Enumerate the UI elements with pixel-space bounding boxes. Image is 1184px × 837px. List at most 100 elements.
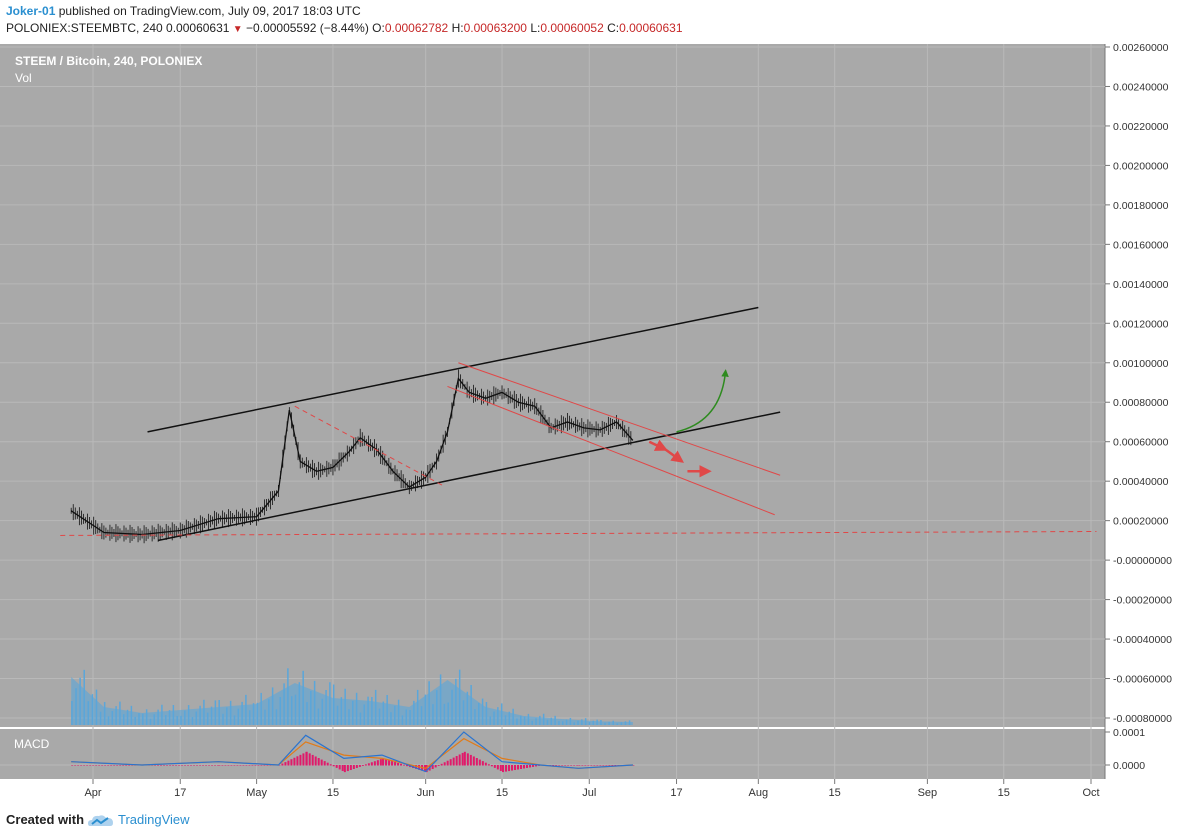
pane-title: STEEM / Bitcoin, 240, POLONIEX [15,54,202,68]
publish-line: Joker-01 published on TradingView.com, J… [6,4,361,18]
time-axis[interactable]: Apr 17 May 15 Jun 15 Jul 17 Aug 15 Sep 15 Oct [84,779,1100,799]
red-channel-line[interactable] [458,362,781,476]
volume-bar [371,697,373,725]
macd-histogram-bar [217,765,220,766]
macd-histogram-bar [529,765,532,768]
x-tick-label: 17 [670,787,682,799]
macd-line [71,731,633,773]
macd-histogram-bar [329,764,332,766]
author-link[interactable]: Joker-01 [6,4,56,18]
macd-histogram-bar [443,762,446,766]
macd-histogram-bar [199,765,202,766]
volume-bar [241,701,243,725]
y-tick-label: 0.00180000 [1113,200,1169,212]
macd-label: MACD [14,737,50,751]
volume-bar [577,720,579,725]
macd-histogram-bar [440,763,443,766]
macd-histogram-bar [248,765,251,766]
macd-y-tick-label: 0.0001 [1113,727,1145,739]
macd-histogram-bar [196,765,199,766]
macd-histogram-bar [251,765,254,766]
volume-bar [134,716,136,725]
macd-histogram-bar [257,765,260,766]
x-tick-label: Sep [918,787,938,799]
open-value: 0.00062782 [384,21,449,35]
time-axis-background [0,779,1184,805]
volume-bar [237,708,240,725]
close-label: C: [607,21,620,35]
macd-histogram-bar [245,765,248,766]
volume-bar [542,713,545,725]
volume-bar [386,695,388,725]
y-tick-label: -0.00000000 [1113,555,1172,567]
volume-bar [283,683,285,725]
volume-bar [310,691,312,725]
support-dashed-line[interactable] [60,531,1097,536]
macd-histogram-bar [190,765,193,766]
volume-bar [596,719,598,725]
macd-histogram-bar [260,765,263,766]
tradingview-brand-link[interactable]: TradingView [118,812,190,827]
volume-bar [103,702,106,725]
volume-bar [111,711,114,725]
macd-histogram-bar [154,765,157,766]
macd-histogram-bar [434,765,437,768]
macd-histogram-bar [151,765,154,766]
volume-bar [115,706,117,725]
volume-bar [409,710,411,725]
macd-histogram-bar [308,753,311,766]
macd-histogram-bar [107,765,110,766]
macd-histogram-bar [425,765,428,773]
volume-bar [142,713,144,725]
chart-header: Joker-01 published on TradingView.com, J… [0,0,1184,44]
macd-histogram-bar [505,765,508,772]
macd-histogram-bar [157,765,160,766]
macd-histogram-bar [415,765,418,769]
volume-bar [99,711,102,725]
price-axis[interactable]: 0.00260000 0.00240000 0.00220000 0.00200000… [1105,44,1172,725]
macd-histogram-bar [101,765,104,766]
macd-histogram-bar [317,758,320,766]
price-axis-background [1105,44,1184,779]
volume-bar [214,700,217,725]
x-tick-label: 17 [174,787,186,799]
macd-histogram-bar [517,765,520,770]
macd-histogram-bar [74,765,77,766]
volume-bar [107,716,110,725]
macd-histogram-bar [184,765,187,766]
macd-histogram-bar [236,765,239,766]
y-tick-label: 0.00120000 [1113,318,1169,330]
red-channel-line[interactable] [294,405,443,486]
macd-histogram-bar [514,765,517,771]
macd-histogram-bar [573,765,576,766]
macd-histogram-bar [397,762,400,766]
macd-histogram-bar [487,764,490,766]
drawings-layer [60,306,1097,542]
channel-line[interactable] [158,411,781,542]
macd-histogram-bar [605,765,608,766]
macd-y-tick-label: 0.0000 [1113,760,1145,772]
volume-bar [172,705,175,725]
macd-histogram-bar [552,765,555,766]
macd-histogram-bar [561,765,564,766]
macd-series [0,731,1105,773]
macd-histogram-bar [71,765,74,766]
channel-line[interactable] [147,306,759,433]
volume-bar [348,709,350,725]
chart-canvas[interactable]: 0.00260000 0.00240000 0.00220000 0.00200000… [0,44,1184,805]
volume-bar [294,694,297,725]
volume-bar [191,717,194,725]
macd-histogram-bar [166,765,169,766]
macd-histogram-bar [590,765,593,766]
macd-histogram-bar [475,758,478,766]
macd-histogram-bar [86,765,89,766]
macd-histogram-bar [558,765,561,766]
red-channel-line[interactable] [447,385,775,516]
macd-histogram-bar [484,762,487,766]
volume-bars [71,668,633,725]
volume-bar [470,685,472,725]
volume-bar [481,698,484,725]
red-arrow [648,439,668,451]
volume-bar [428,681,430,725]
volume-bar [176,716,178,725]
